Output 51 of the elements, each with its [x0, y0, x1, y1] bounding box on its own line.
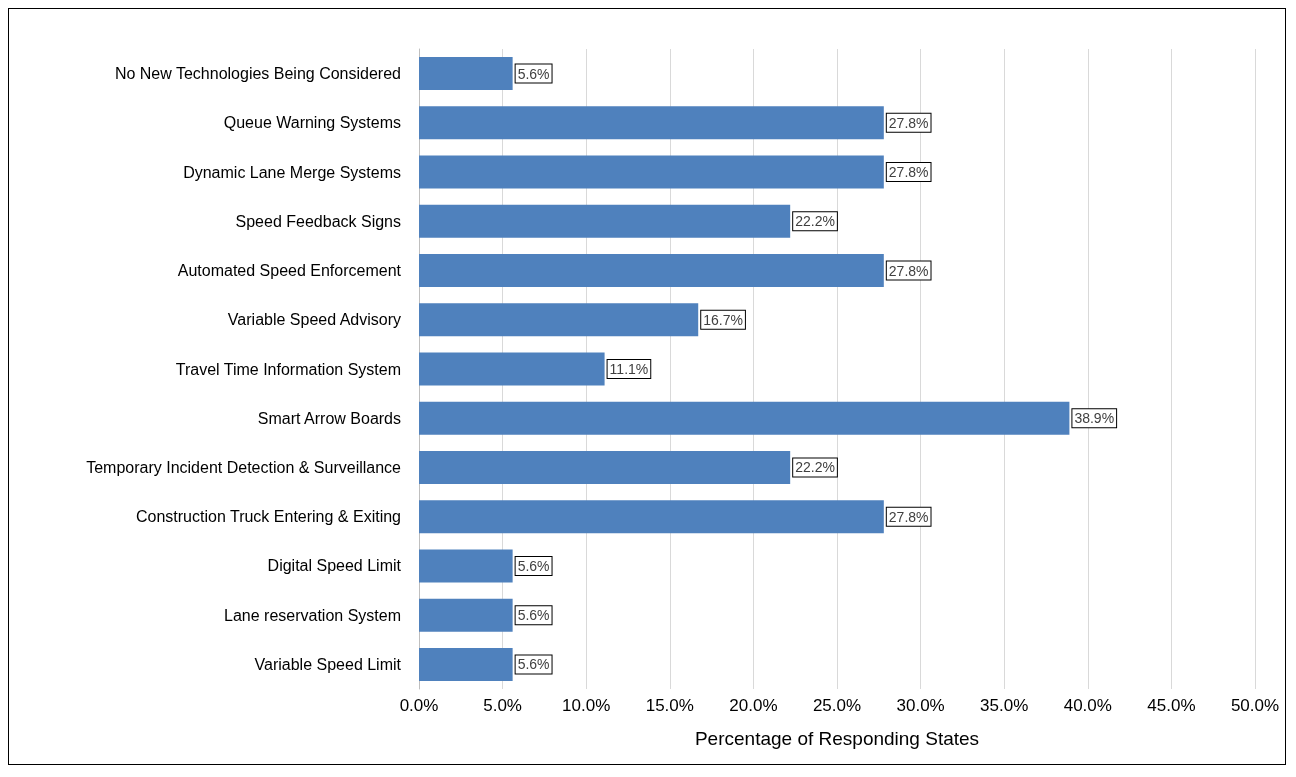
data-label: 27.8%: [888, 164, 929, 181]
data-label: 5.6%: [517, 607, 550, 624]
y-tick-label: Digital Speed Limit: [267, 557, 402, 575]
data-label: 27.8%: [888, 508, 929, 525]
x-tick-label: 5.0%: [483, 696, 522, 715]
x-tick-label: 15.0%: [645, 696, 694, 715]
bar: [419, 204, 791, 238]
x-tick-label: 0.0%: [399, 696, 439, 715]
bar: [419, 647, 513, 681]
y-tick-label: Dynamic Lane Merge Systems: [183, 163, 401, 181]
x-tick-label: 50.0%: [1230, 696, 1280, 715]
data-label: 22.2%: [795, 459, 835, 476]
bar: [419, 450, 791, 484]
y-tick-label: Automated Speed Enforcement: [177, 262, 402, 280]
y-tick-label: Construction Truck Entering & Exiting: [135, 508, 401, 526]
x-tick-label: 40.0%: [1063, 696, 1112, 715]
y-tick-label: Speed Feedback Signs: [235, 212, 401, 230]
bar: [419, 352, 605, 386]
y-tick-label: Queue Warning Systems: [223, 114, 401, 132]
y-tick-label: Variable Speed Limit: [254, 655, 402, 673]
data-label: 5.6%: [517, 557, 550, 574]
data-label: 22.2%: [795, 213, 835, 230]
x-tick-label: 10.0%: [562, 696, 611, 715]
bar: [419, 254, 884, 288]
x-axis-title: Percentage of Responding States: [694, 728, 980, 749]
bar: [419, 106, 884, 140]
y-tick-label: Variable Speed Advisory: [227, 311, 401, 329]
data-label: 11.1%: [609, 361, 649, 377]
x-tick-label: 30.0%: [896, 696, 945, 715]
x-tick-label: 25.0%: [812, 696, 862, 715]
bar: [419, 598, 513, 632]
data-label: 38.9%: [1074, 410, 1115, 427]
y-tick-label: Temporary Incident Detection & Surveillance: [86, 458, 402, 476]
bar: [419, 500, 884, 534]
data-label: 5.6%: [517, 65, 550, 82]
bar: [419, 401, 1070, 435]
bar: [419, 549, 513, 583]
data-label: 27.8%: [888, 114, 929, 131]
bar: [419, 303, 699, 337]
x-tick-label: 45.0%: [1147, 696, 1196, 715]
y-tick-label: No New Technologies Being Considered: [114, 65, 401, 83]
bar: [419, 57, 513, 91]
data-label: 16.7%: [703, 311, 743, 328]
data-label: 27.8%: [888, 262, 929, 279]
data-label: 5.6%: [517, 656, 550, 673]
bar: [419, 155, 884, 189]
x-tick-label: 20.0%: [729, 696, 778, 715]
y-tick-label: Lane reservation System: [224, 606, 401, 624]
x-tick-label: 35.0%: [980, 696, 1029, 715]
y-tick-label: Smart Arrow Boards: [257, 409, 401, 427]
y-tick-label: Travel Time Information System: [175, 360, 401, 378]
